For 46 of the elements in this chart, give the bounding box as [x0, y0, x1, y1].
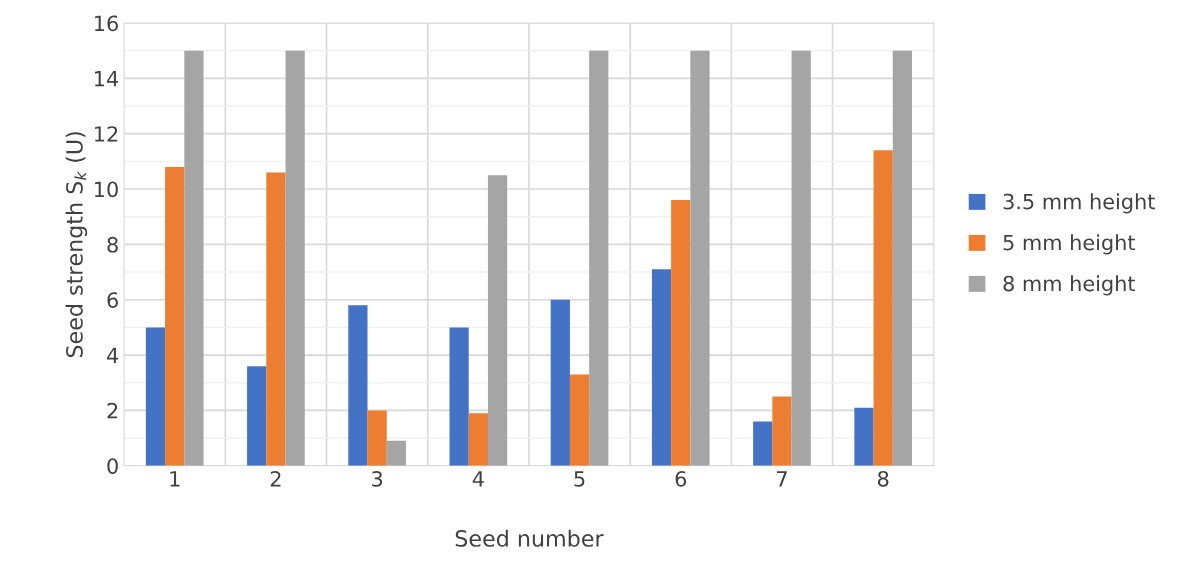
bar — [266, 172, 286, 466]
bar — [873, 150, 893, 466]
x-tick-label: 1 — [170, 471, 180, 487]
bar — [449, 327, 469, 466]
legend-label: 5 mm height — [1003, 234, 1136, 255]
x-tick-label: 3 — [372, 470, 383, 487]
y-tick-label: 16 — [95, 15, 118, 32]
bar — [145, 327, 166, 466]
bar — [753, 421, 773, 466]
x-tick-label: 2 — [270, 470, 281, 487]
bar — [671, 200, 691, 466]
bar — [247, 366, 267, 466]
x-tick-label: 6 — [675, 470, 687, 487]
bar — [651, 269, 672, 466]
y-axis-title: Seed strength S$_{k}$ (U) — [65, 132, 88, 358]
bar — [791, 50, 811, 466]
bar — [690, 50, 710, 466]
x-tick-label: 7 — [777, 471, 787, 487]
bar — [550, 299, 570, 466]
y-tick-label: 10 — [95, 181, 118, 198]
x-tick-label: 8 — [877, 470, 889, 487]
bar — [367, 410, 387, 466]
x-tick-label: 4 — [472, 471, 484, 487]
legend-label: 3.5 mm height — [1003, 193, 1155, 214]
x-axis-title: Seed number — [455, 529, 604, 547]
bar — [165, 166, 185, 466]
bar — [854, 407, 874, 466]
x-tick-label: 5 — [574, 471, 585, 487]
legend-label: 8 mm height — [1003, 275, 1136, 296]
bar — [386, 440, 406, 466]
y-tick-label: 12 — [95, 126, 118, 142]
y-tick-label: 2 — [107, 402, 118, 419]
y-tick-label: 4 — [107, 347, 119, 363]
y-tick-label: 14 — [95, 71, 119, 87]
bar — [589, 50, 609, 466]
bar — [285, 50, 305, 466]
bar — [468, 413, 488, 466]
y-tick-label: 0 — [107, 458, 118, 474]
bar — [348, 305, 368, 466]
y-tick-label: 8 — [107, 236, 118, 253]
bar — [569, 374, 590, 466]
bar — [184, 50, 204, 466]
bar — [487, 175, 508, 466]
bar — [892, 50, 913, 466]
bar — [772, 396, 792, 466]
y-tick-label: 6 — [107, 292, 118, 308]
